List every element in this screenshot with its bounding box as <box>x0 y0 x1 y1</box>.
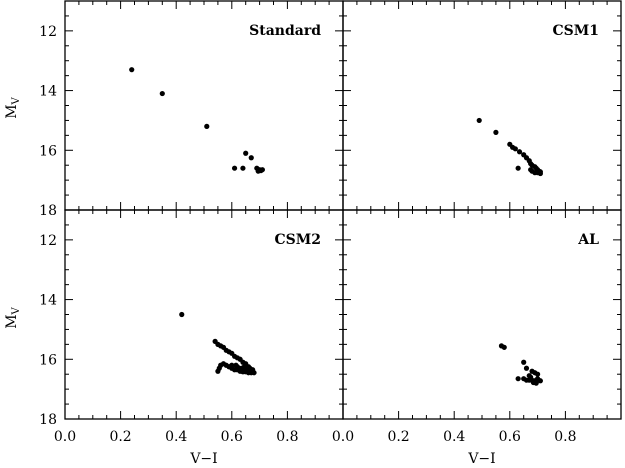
x-tick-label: 0.2 <box>387 429 409 445</box>
data-point <box>528 374 534 380</box>
data-point <box>240 367 246 373</box>
data-point <box>523 365 530 371</box>
x-tick-label: 0.4 <box>165 429 187 445</box>
data-point <box>501 344 507 350</box>
panel-ticks <box>342 0 622 211</box>
data-point <box>516 149 523 155</box>
panel-points <box>498 343 543 386</box>
x-tick-label: 0.6 <box>499 429 521 445</box>
data-point <box>240 165 246 171</box>
data-point <box>215 368 221 374</box>
y-tick-label: 18 <box>39 412 57 428</box>
ticks-layer <box>64 0 622 420</box>
x-tick-label: 0.6 <box>221 429 243 445</box>
y-tick-label: 16 <box>39 352 57 368</box>
data-point <box>515 376 521 382</box>
data-point <box>243 150 249 156</box>
y-tick-label: 16 <box>39 143 57 159</box>
data-point <box>204 123 210 129</box>
y-axis-title-top: MV <box>4 96 22 118</box>
y-tick-label: 14 <box>39 84 57 100</box>
y-tick-label: 18 <box>39 203 57 219</box>
panel-label: CSM1 <box>553 23 600 39</box>
x-axis-title-right: V−I <box>467 451 495 467</box>
data-point <box>535 371 541 377</box>
data-point <box>476 117 482 124</box>
panel-points <box>129 67 265 174</box>
panel-ticks <box>64 209 344 420</box>
x-tick-label: 0.4 <box>443 429 465 445</box>
data-point <box>245 368 252 374</box>
y-axis-title-bottom: MV <box>4 306 22 328</box>
panel-ticks <box>342 209 622 420</box>
data-point <box>231 165 238 171</box>
data-point <box>521 359 527 365</box>
data-point <box>229 362 235 368</box>
x-tick-label: 0.0 <box>332 429 354 445</box>
x-axis-title-left: V−I <box>189 451 217 467</box>
data-point <box>129 67 135 73</box>
data-point <box>179 311 185 318</box>
data-point <box>533 380 539 386</box>
data-point <box>515 165 521 171</box>
data-point <box>258 167 264 174</box>
data-point <box>233 362 239 368</box>
x-tick-label: 0.8 <box>554 429 576 445</box>
data-point <box>248 155 254 161</box>
x-tick-label: 0.0 <box>54 429 76 445</box>
x-tick-label: 0.8 <box>276 429 298 445</box>
panel-points <box>179 311 257 376</box>
panel-label: Standard <box>249 23 321 39</box>
x-tick-label: 0.2 <box>109 429 131 445</box>
panel-points <box>476 117 543 177</box>
data-point <box>493 129 499 135</box>
panel-ticks <box>64 0 344 211</box>
panel-label: AL <box>577 232 599 248</box>
panel-label: CSM2 <box>275 232 322 248</box>
y-tick-label: 12 <box>39 233 57 249</box>
y-tick-label: 14 <box>39 293 57 309</box>
data-point <box>159 90 165 97</box>
data-point <box>535 376 541 382</box>
y-tick-label: 12 <box>39 24 57 40</box>
data-point <box>250 367 256 373</box>
data-point <box>528 167 534 173</box>
data-point <box>512 146 518 152</box>
data-point <box>537 170 543 177</box>
